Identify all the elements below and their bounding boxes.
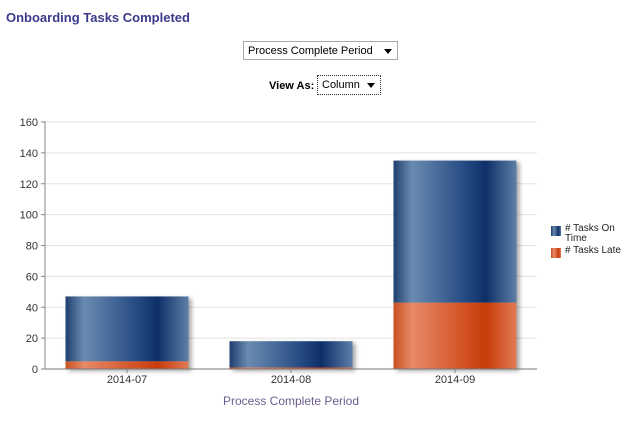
view-as-value: Column [322, 79, 360, 91]
y-tick-label: 100 [20, 210, 38, 222]
chevron-down-icon [384, 49, 392, 54]
view-as-label: View As: [269, 80, 315, 92]
legend-label: # Tasks On Time [565, 223, 615, 244]
bar-on-time [229, 341, 353, 368]
chevron-down-icon [367, 83, 375, 88]
bar-stack [65, 296, 189, 369]
y-tick-label: 60 [26, 271, 38, 283]
y-tick-label: 20 [26, 333, 38, 345]
legend-swatch [551, 248, 561, 258]
legend-label: # Tasks Late [565, 245, 621, 256]
x-tick-label: 2014-09 [435, 374, 475, 386]
period-select-value: Process Complete Period [248, 45, 373, 57]
bar-late [229, 367, 353, 369]
y-tick-label: 0 [32, 364, 38, 376]
y-tick-label: 160 [20, 117, 38, 129]
bar-stack [229, 341, 353, 369]
bar-stack [393, 160, 517, 369]
view-as-select[interactable]: Column [317, 75, 381, 95]
x-tick-label: 2014-07 [107, 374, 147, 386]
bar-late [393, 302, 517, 369]
y-tick-label: 120 [20, 179, 38, 191]
bar-late [65, 361, 189, 369]
page-title: Onboarding Tasks Completed [6, 10, 190, 25]
bar-on-time [65, 296, 189, 362]
y-tick-label: 40 [26, 302, 38, 314]
x-tick-label: 2014-08 [271, 374, 311, 386]
y-tick-label: 80 [26, 241, 38, 253]
bar-on-time [393, 160, 517, 303]
legend-swatch [551, 226, 561, 236]
period-select[interactable]: Process Complete Period [243, 41, 398, 60]
x-axis-title: Process Complete Period [223, 394, 359, 408]
y-tick-label: 140 [20, 148, 38, 160]
